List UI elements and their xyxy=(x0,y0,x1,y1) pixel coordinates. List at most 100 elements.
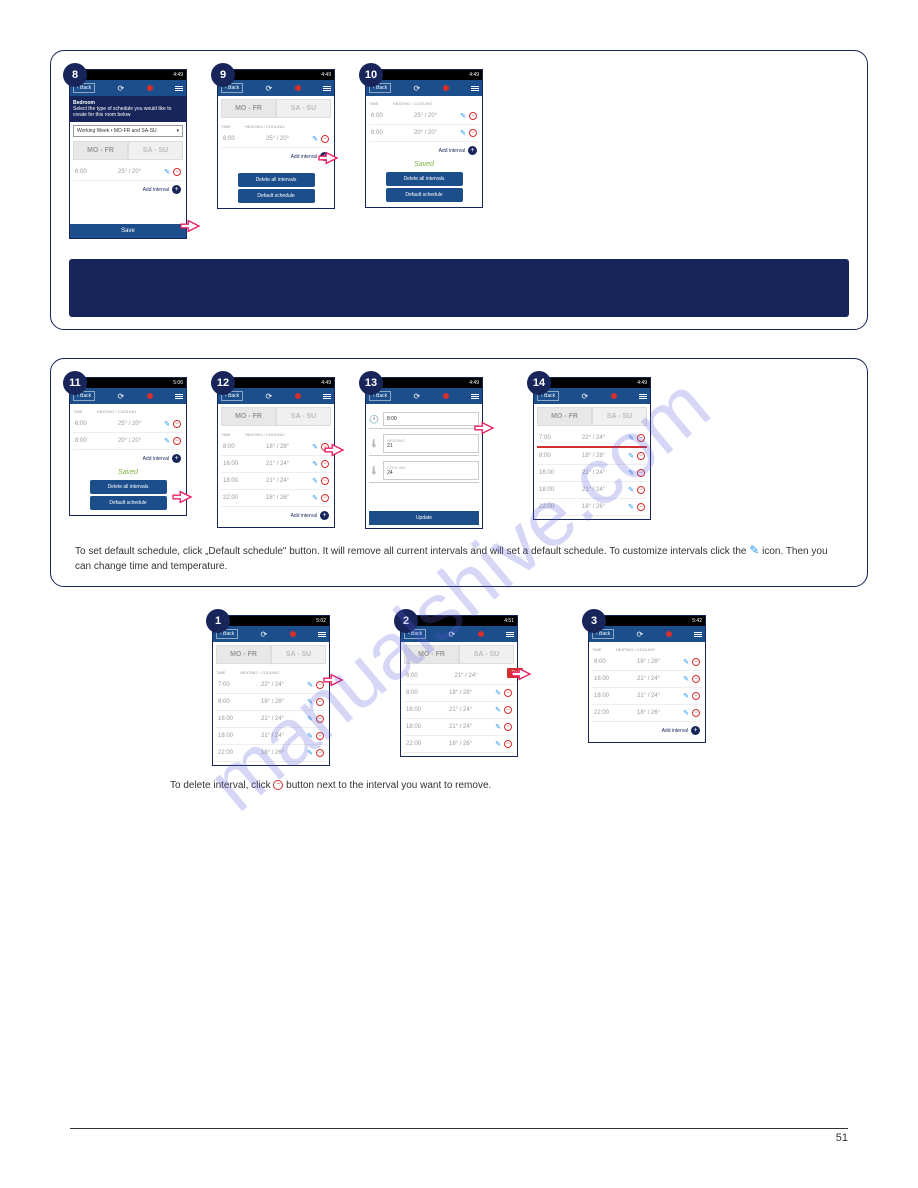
edit-icon[interactable]: ✎ xyxy=(312,135,318,143)
edit-icon[interactable]: ✎ xyxy=(460,112,466,120)
menu-icon[interactable] xyxy=(323,393,331,400)
delete-icon[interactable]: − xyxy=(321,135,329,143)
tab-mofr[interactable]: MO - FR xyxy=(537,407,592,426)
delete-icon[interactable]: − xyxy=(637,452,645,460)
delete-icon[interactable]: − xyxy=(692,675,700,683)
delete-icon[interactable]: − xyxy=(504,706,512,714)
time-field[interactable]: 🕐 8:00 xyxy=(369,412,479,429)
menu-icon[interactable] xyxy=(506,631,514,638)
schedule-type-dropdown[interactable]: Working Week • MO-FR and SA-SU▾ xyxy=(73,125,183,137)
menu-icon[interactable] xyxy=(175,393,183,400)
alert-icon[interactable] xyxy=(147,393,153,399)
menu-icon[interactable] xyxy=(175,85,183,92)
delete-icon[interactable]: − xyxy=(504,723,512,731)
heating-field[interactable]: 🌡 HEATING21 xyxy=(369,434,479,456)
edit-icon[interactable]: ✎ xyxy=(495,740,501,748)
edit-icon[interactable]: ✎ xyxy=(312,460,318,468)
delete-icon[interactable]: − xyxy=(504,689,512,697)
edit-icon[interactable]: ✎ xyxy=(628,486,634,494)
alert-icon[interactable] xyxy=(478,631,484,637)
edit-icon[interactable]: ✎ xyxy=(495,723,501,731)
alert-icon[interactable] xyxy=(443,85,449,91)
tab-sasu[interactable]: SA - SU xyxy=(592,407,647,426)
add-interval-button[interactable]: Add interval+ xyxy=(221,507,331,524)
menu-icon[interactable] xyxy=(318,631,326,638)
edit-icon[interactable]: ✎ xyxy=(495,689,501,697)
menu-icon[interactable] xyxy=(694,631,702,638)
delete-icon[interactable]: − xyxy=(316,698,324,706)
add-interval-button[interactable]: Add interval+ xyxy=(73,181,183,198)
delete-icon[interactable]: − xyxy=(637,469,645,477)
tab-sasu[interactable]: SA - SU xyxy=(459,645,514,664)
delete-icon[interactable]: − xyxy=(173,168,181,176)
tab-mofr[interactable]: MO - FR xyxy=(404,645,459,664)
tab-mofr[interactable]: MO - FR xyxy=(221,407,276,426)
alert-icon[interactable] xyxy=(290,631,296,637)
edit-icon[interactable]: ✎ xyxy=(628,434,634,442)
edit-icon[interactable]: ✎ xyxy=(312,443,318,451)
delete-icon[interactable]: − xyxy=(321,494,329,502)
delete-all-button[interactable]: Delete all intervals xyxy=(238,173,315,187)
edit-icon[interactable]: ✎ xyxy=(164,168,170,176)
edit-icon[interactable]: ✎ xyxy=(628,503,634,511)
edit-icon[interactable]: ✎ xyxy=(495,706,501,714)
delete-icon[interactable]: − xyxy=(316,715,324,723)
edit-icon[interactable]: ✎ xyxy=(460,129,466,137)
edit-icon[interactable]: ✎ xyxy=(683,692,689,700)
tab-sasu[interactable]: SA - SU xyxy=(276,407,331,426)
add-interval-button[interactable]: Add interval+ xyxy=(369,142,479,159)
edit-icon[interactable]: ✎ xyxy=(312,477,318,485)
edit-icon[interactable]: ✎ xyxy=(307,749,313,757)
default-schedule-button[interactable]: Default schedule xyxy=(238,189,315,203)
cooling-field[interactable]: 🌡 COOLING24 xyxy=(369,461,479,483)
add-interval-button[interactable]: Add interval+ xyxy=(73,450,183,467)
alert-icon[interactable] xyxy=(295,85,301,91)
delete-icon[interactable]: − xyxy=(637,486,645,494)
add-interval-button[interactable]: Add interval+ xyxy=(221,148,331,165)
alert-icon[interactable] xyxy=(147,85,153,91)
edit-icon[interactable]: ✎ xyxy=(307,698,313,706)
tab-mofr[interactable]: MO - FR xyxy=(221,99,276,118)
delete-all-button[interactable]: Delete all intervals xyxy=(90,480,167,494)
alert-icon[interactable] xyxy=(295,393,301,399)
tab-sasu[interactable]: SA - SU xyxy=(276,99,331,118)
delete-all-button[interactable]: Delete all intervals xyxy=(386,172,463,186)
default-schedule-button[interactable]: Default schedule xyxy=(386,188,463,202)
delete-icon[interactable]: − xyxy=(637,503,645,511)
edit-icon[interactable]: ✎ xyxy=(164,437,170,445)
edit-icon[interactable]: ✎ xyxy=(164,420,170,428)
add-interval-button[interactable]: Add interval+ xyxy=(592,722,702,739)
save-button[interactable]: Save xyxy=(70,224,186,238)
delete-icon[interactable]: − xyxy=(173,437,181,445)
edit-icon[interactable]: ✎ xyxy=(307,732,313,740)
menu-icon[interactable] xyxy=(471,85,479,92)
edit-icon[interactable]: ✎ xyxy=(683,675,689,683)
edit-icon[interactable]: ✎ xyxy=(307,681,313,689)
edit-icon[interactable]: ✎ xyxy=(683,658,689,666)
menu-icon[interactable] xyxy=(639,393,647,400)
delete-icon[interactable]: − xyxy=(692,709,700,717)
edit-icon[interactable]: ✎ xyxy=(312,494,318,502)
tab-mofr[interactable]: MO - FR xyxy=(216,645,271,664)
edit-icon[interactable]: ✎ xyxy=(683,709,689,717)
tab-sasu[interactable]: SA - SU xyxy=(128,141,183,160)
delete-icon[interactable]: − xyxy=(637,434,645,442)
delete-icon[interactable]: − xyxy=(692,658,700,666)
tab-sasu[interactable]: SA - SU xyxy=(271,645,326,664)
delete-icon[interactable]: − xyxy=(316,749,324,757)
alert-icon[interactable] xyxy=(611,393,617,399)
delete-icon[interactable]: − xyxy=(469,112,477,120)
edit-icon[interactable]: ✎ xyxy=(628,452,634,460)
alert-icon[interactable] xyxy=(666,631,672,637)
tab-mofr[interactable]: MO - FR xyxy=(73,141,128,160)
menu-icon[interactable] xyxy=(471,393,479,400)
alert-icon[interactable] xyxy=(443,393,449,399)
delete-icon[interactable]: − xyxy=(692,692,700,700)
update-button[interactable]: Update xyxy=(369,511,479,525)
menu-icon[interactable] xyxy=(323,85,331,92)
delete-icon[interactable]: − xyxy=(321,460,329,468)
edit-icon[interactable]: ✎ xyxy=(628,469,634,477)
delete-icon[interactable]: − xyxy=(469,129,477,137)
default-schedule-button[interactable]: Default schedule xyxy=(90,496,167,510)
delete-icon[interactable]: − xyxy=(504,740,512,748)
